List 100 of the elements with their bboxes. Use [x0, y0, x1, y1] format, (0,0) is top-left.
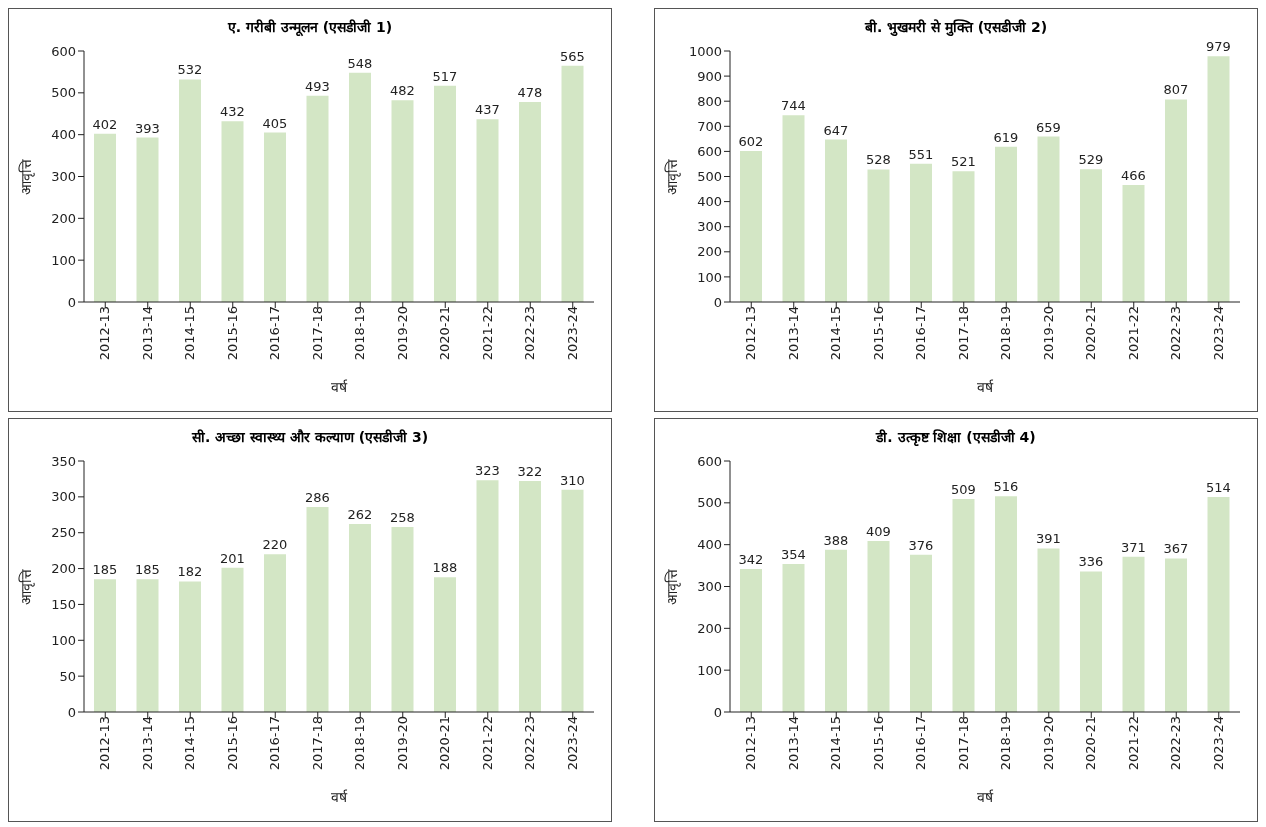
data-label: 188 — [432, 560, 458, 576]
data-label: 532 — [177, 62, 203, 78]
data-label: 744 — [781, 98, 806, 114]
x-tick-label: 2016-17 — [267, 306, 283, 361]
data-label: 517 — [432, 68, 458, 84]
y-tick-label: 100 — [697, 662, 722, 678]
x-tick-label: 2013-14 — [785, 306, 801, 361]
x-tick-label: 2016-17 — [913, 716, 929, 771]
bar — [952, 499, 975, 712]
bar — [136, 137, 159, 302]
data-label: 322 — [517, 464, 543, 480]
y-tick-label: 400 — [51, 127, 76, 143]
data-label: 548 — [347, 55, 373, 71]
bar — [867, 540, 890, 712]
bar — [561, 489, 584, 712]
y-tick-label: 150 — [51, 597, 76, 613]
data-label: 551 — [908, 146, 934, 162]
bar — [782, 115, 805, 302]
y-tick-label: 300 — [697, 219, 722, 235]
x-tick-label: 2013-14 — [785, 716, 801, 771]
y-tick-label: 200 — [51, 210, 76, 226]
y-tick-label: 600 — [51, 43, 76, 59]
y-tick-label: 1000 — [688, 43, 722, 59]
bar — [136, 579, 159, 712]
y-tick-label: 50 — [59, 668, 76, 684]
x-tick-label: 2022-23 — [1168, 716, 1184, 771]
x-tick-label: 2020-21 — [1083, 306, 1099, 361]
x-tick-label: 2019-20 — [394, 306, 410, 361]
bar — [306, 506, 329, 712]
bar — [1037, 548, 1060, 712]
x-tick-label: 2014-15 — [828, 306, 844, 361]
x-tick-label: 2015-16 — [224, 306, 240, 361]
x-tick-label: 2019-20 — [1040, 306, 1056, 361]
x-tick-label: 2018-19 — [352, 306, 368, 361]
bar — [1207, 56, 1230, 302]
x-tick-label: 2017-18 — [309, 716, 325, 771]
y-tick-label: 100 — [51, 632, 76, 648]
data-label: 185 — [92, 562, 118, 578]
bar — [264, 132, 286, 302]
y-tick-label: 0 — [67, 704, 76, 720]
data-label: 647 — [823, 122, 849, 138]
bar — [179, 581, 201, 712]
bar — [1080, 571, 1102, 712]
y-tick-label: 500 — [697, 169, 722, 185]
x-tick-label: 2016-17 — [267, 716, 283, 771]
y-tick-label: 900 — [697, 68, 722, 84]
y-tick-label: 0 — [713, 294, 722, 310]
y-tick-label: 700 — [697, 118, 722, 134]
data-label: 201 — [220, 550, 245, 566]
x-tick-label: 2014-15 — [182, 306, 198, 361]
x-tick-label: 2023-24 — [1210, 716, 1226, 771]
x-tick-label: 2017-18 — [955, 716, 971, 771]
data-label: 409 — [866, 523, 891, 539]
bar — [1080, 169, 1102, 302]
y-axis-title: आवृत्ति — [17, 158, 35, 195]
bar — [306, 95, 329, 302]
data-label: 371 — [1121, 539, 1146, 555]
y-tick-label: 600 — [697, 453, 722, 469]
data-label: 514 — [1206, 479, 1231, 495]
bar — [264, 554, 286, 712]
bar — [740, 150, 762, 302]
chart-title: सी. अच्छा स्वास्थ्य और कल्याण (एसडीजी 3) — [190, 428, 430, 447]
x-tick-label: 2017-18 — [309, 306, 325, 361]
bar — [519, 481, 541, 712]
y-tick-label: 200 — [697, 620, 722, 636]
x-tick-label: 2017-18 — [955, 306, 971, 361]
x-tick-label: 2013-14 — [139, 306, 155, 361]
bar — [221, 121, 244, 302]
y-tick-label: 350 — [51, 453, 76, 469]
bar — [1037, 136, 1060, 302]
x-tick-label: 2023-24 — [564, 716, 580, 771]
bar — [825, 549, 847, 712]
x-axis-title: वर्ष — [977, 379, 994, 395]
data-label: 185 — [135, 562, 160, 578]
bar — [910, 163, 932, 302]
bar — [221, 567, 244, 712]
x-tick-label: 2016-17 — [913, 306, 929, 361]
y-tick-label: 300 — [697, 579, 722, 595]
y-tick-label: 400 — [697, 194, 722, 210]
data-label: 807 — [1163, 82, 1189, 98]
data-label: 367 — [1163, 541, 1189, 557]
y-tick-label: 800 — [697, 93, 722, 109]
bar — [391, 100, 414, 302]
bar — [349, 524, 371, 712]
y-tick-label: 0 — [713, 704, 722, 720]
x-tick-label: 2018-19 — [998, 306, 1014, 361]
bar — [952, 171, 975, 302]
y-tick-label: 100 — [51, 252, 76, 268]
y-tick-label: 300 — [51, 169, 76, 185]
data-label: 432 — [220, 104, 245, 120]
data-label: 619 — [993, 129, 1019, 145]
x-tick-label: 2012-13 — [97, 306, 113, 361]
data-label: 466 — [1121, 168, 1146, 184]
bar — [1165, 99, 1187, 302]
bar — [740, 568, 762, 712]
data-label: 388 — [823, 532, 849, 548]
x-tick-label: 2022-23 — [1168, 306, 1184, 361]
data-label: 323 — [475, 463, 500, 479]
x-tick-label: 2012-13 — [743, 306, 759, 361]
data-label: 521 — [951, 154, 976, 170]
